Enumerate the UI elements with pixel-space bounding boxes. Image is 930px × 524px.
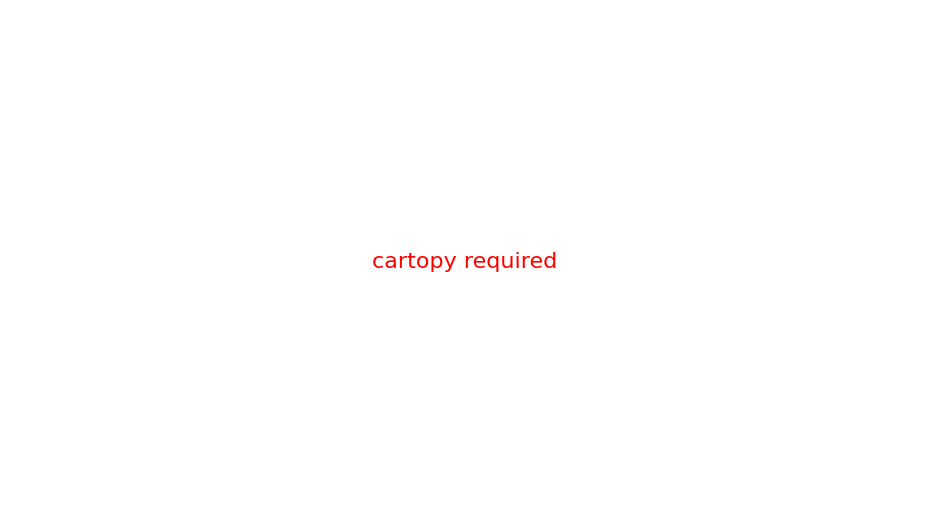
Text: cartopy required: cartopy required xyxy=(372,252,558,272)
